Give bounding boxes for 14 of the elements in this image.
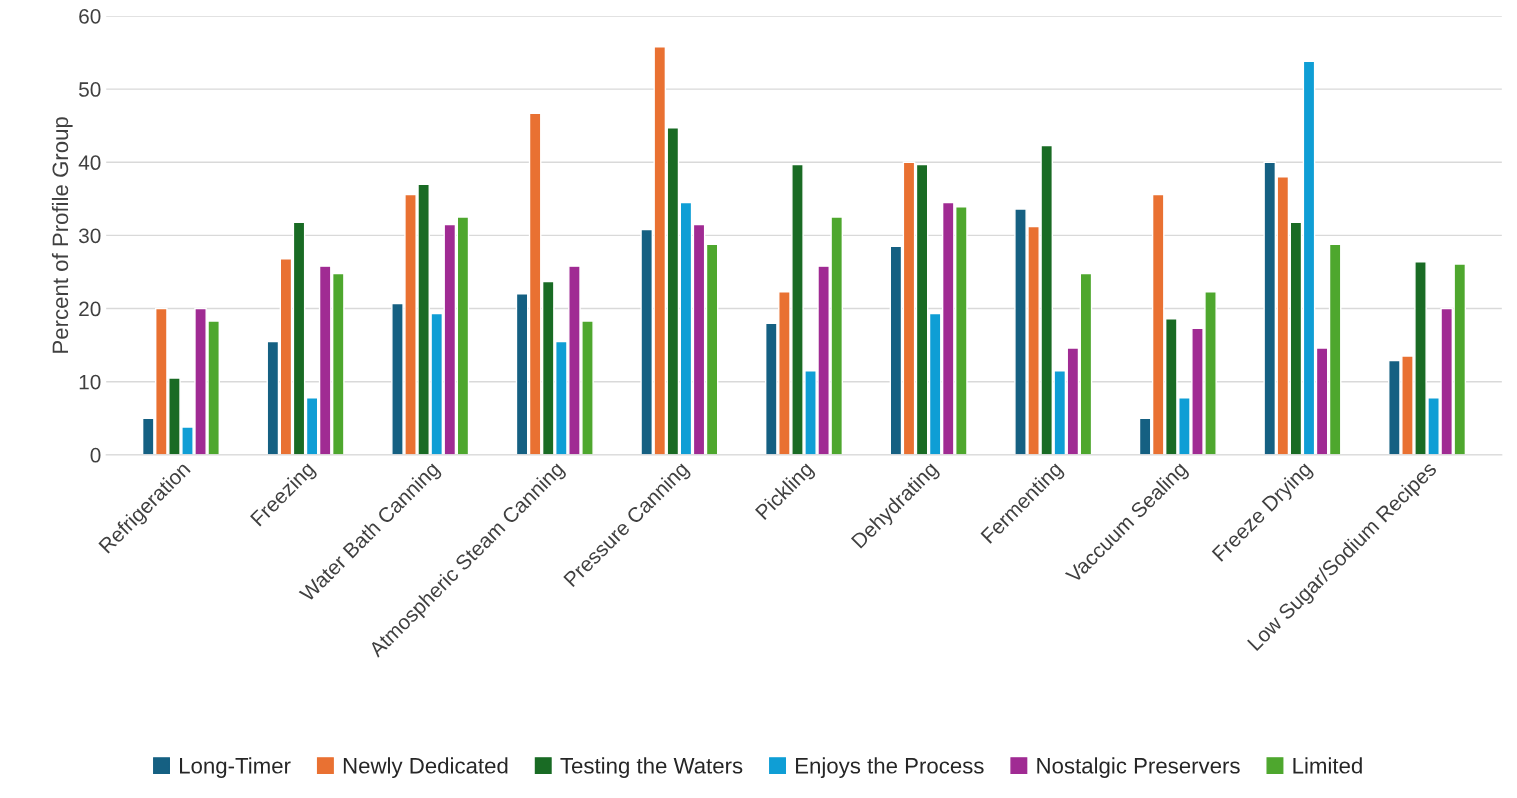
- legend-label: Limited: [1293, 757, 1362, 774]
- legend-label: Newly Dedicated: [343, 757, 508, 778]
- y-tick-label: 30: [78, 228, 101, 244]
- y-tick-label: 20: [79, 301, 101, 317]
- y-axis-title: Percent of Profile Group: [51, 117, 73, 353]
- legend-label: Testing the Waters: [560, 757, 743, 778]
- y-tick-label: 50: [78, 82, 101, 97]
- y-tick-label: 60: [79, 8, 101, 24]
- y-tick-label: 10: [79, 374, 101, 390]
- y-tick-label: 40: [78, 155, 101, 171]
- legend-label: Long-Timer: [180, 757, 291, 778]
- legend-label: Enjoys the Process: [796, 757, 984, 778]
- y-tick-label: 0: [90, 447, 101, 463]
- legend-label: Nostalgic Preservers: [1037, 757, 1240, 778]
